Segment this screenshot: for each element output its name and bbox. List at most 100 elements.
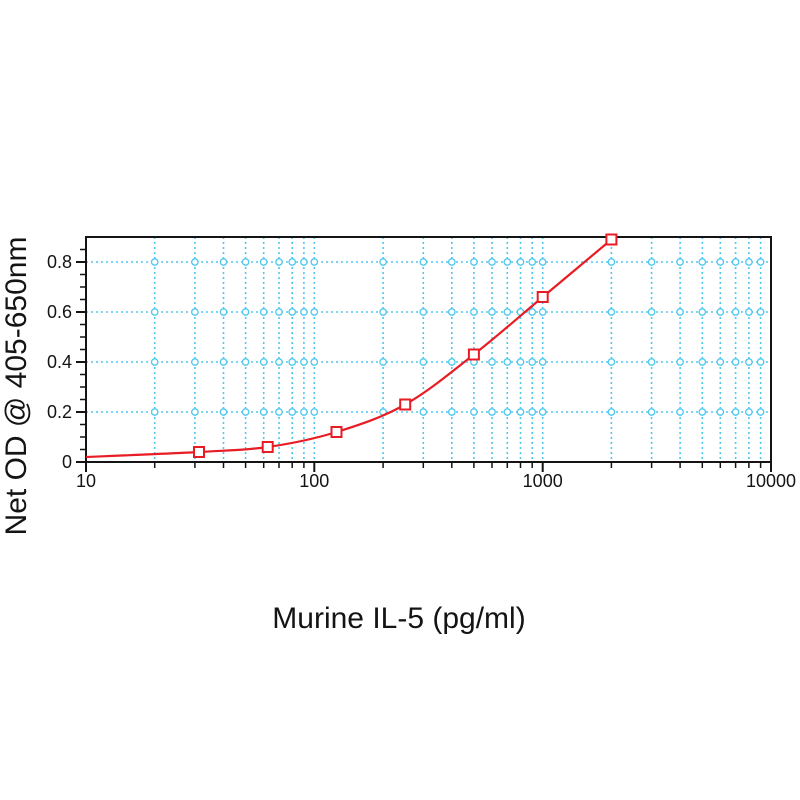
grid-intersection-circle (379, 308, 387, 316)
grid-intersection-circle (241, 358, 250, 366)
grid-intersection-circle (488, 408, 496, 416)
grid-intersection-circle (470, 408, 478, 416)
grid-intersection-circle (745, 408, 753, 416)
grid-intersection-circle (731, 358, 740, 366)
grid-intersection-circle (300, 358, 308, 366)
grid-intersection-circle (219, 258, 228, 266)
grid-intersection-circle (241, 258, 250, 266)
grid-intersection-circle (259, 308, 268, 316)
grid-intersection-circle (300, 408, 308, 416)
grid-intersection-circle (503, 308, 512, 316)
grid-intersection-circle (379, 258, 387, 266)
gridlines (86, 237, 771, 462)
data-point-marker (467, 348, 480, 361)
grid-intersection-circle (698, 258, 707, 266)
data-point-marker (536, 291, 549, 303)
x-tick-label: 1000 (523, 471, 563, 491)
grid-intersection-circle (419, 308, 428, 316)
grid-intersection-circle (191, 258, 199, 266)
grid-intersection-circle (379, 358, 387, 366)
grid-intersection-circle (447, 358, 456, 366)
grid-intersection-circle (647, 258, 656, 266)
grid-intersection-circle (419, 408, 428, 416)
grid-intersection-circle (488, 358, 496, 366)
grid-intersection-circle (528, 358, 537, 366)
data-point-marker (330, 426, 343, 438)
grid-intersection-circle (275, 358, 283, 366)
grid-intersection-circle (219, 408, 228, 416)
grid-intersection-circle (259, 408, 268, 416)
grid-intersection-circle (745, 358, 753, 366)
grid-intersection-circle (756, 308, 765, 316)
grid-intersection-circle (647, 408, 656, 416)
grid-intersection-circle (470, 258, 478, 266)
grid-intersection-circle (516, 408, 525, 416)
x-tick-label: 100 (299, 471, 329, 491)
grid-intersection-circle (300, 308, 308, 316)
grid-intersection-circle (275, 308, 283, 316)
grid-intersection-circle (607, 408, 616, 416)
grid-intersection-circle (716, 408, 725, 416)
grid-intersection-circle (259, 258, 268, 266)
grid-intersection-circle (538, 308, 547, 316)
data-point-marker (605, 233, 618, 246)
grid-intersection-circle (698, 408, 707, 416)
grid-intersection-circle (447, 408, 456, 416)
grid-intersection-circle (676, 308, 684, 316)
grid-intersection-circle (528, 408, 537, 416)
grid-intersection-circle (756, 408, 765, 416)
grid-intersection-circle (470, 308, 478, 316)
grid-intersection-circle (676, 408, 684, 416)
grid-intersection-circle (745, 258, 753, 266)
grid-intersection-circle (731, 308, 740, 316)
grid-intersection-circle (528, 308, 537, 316)
grid-intersection-circle (241, 408, 250, 416)
grid-intersection-circle (698, 308, 707, 316)
x-axis-title: Murine IL-5 (pg/ml) (272, 602, 525, 635)
data-point-marker (399, 398, 412, 411)
grid-intersection-circle (676, 358, 684, 366)
grid-intersection-circle (259, 358, 268, 366)
grid-intersection-circle (538, 358, 547, 366)
grid-intersection-circle (503, 258, 512, 266)
grid-intersection-circle (419, 258, 428, 266)
grid-intersection-circle (488, 258, 496, 266)
grid-intersection-circle (300, 258, 308, 266)
grid-intersection-circle (288, 358, 297, 366)
grid-intersection-circle (191, 308, 199, 316)
grid-intersection-circle (275, 408, 283, 416)
grid-intersection-circle (488, 308, 496, 316)
grid-intersection-circle (288, 408, 297, 416)
grid-intersection-circle (241, 308, 250, 316)
y-axis-title: Net OD @ 405-650nm (0, 237, 33, 536)
grid-intersection-circle (419, 358, 428, 366)
grid-intersection-circle (716, 358, 725, 366)
grid-intersection-circle (607, 358, 616, 366)
grid-intersection-circle (219, 358, 228, 366)
grid-intersection-circle (647, 308, 656, 316)
grid-intersection-circle (716, 258, 725, 266)
grid-intersection-circle (191, 358, 199, 366)
grid-intersection-circle (516, 258, 525, 266)
data-point-marker (193, 446, 205, 458)
x-tick-label: 10 (76, 471, 96, 491)
grid-intersection-circle (310, 358, 319, 366)
grid-intersection-circle (219, 308, 228, 316)
grid-intersection-circle (538, 408, 547, 416)
grid-intersection-circle (516, 358, 525, 366)
grid-intersection-circle (150, 258, 159, 266)
grid-intersection-circle (607, 308, 616, 316)
grid-intersection-circle (288, 308, 297, 316)
grid-intersection-circle (150, 308, 159, 316)
data-point-marker (261, 441, 274, 453)
grid-intersection-circle (756, 358, 765, 366)
axis-tick-labels: 10 100 1000 10000 0 0.2 0.4 0.6 0.8 (47, 252, 796, 491)
grid-intersection-circle (538, 258, 547, 266)
data-series (85, 233, 618, 459)
grid-intersection-circle (503, 408, 512, 416)
x-tick-label: 10000 (746, 471, 796, 491)
grid-intersection-circle (731, 408, 740, 416)
grid-intersection-circle (698, 358, 707, 366)
grid-intersection-circle (310, 258, 319, 266)
